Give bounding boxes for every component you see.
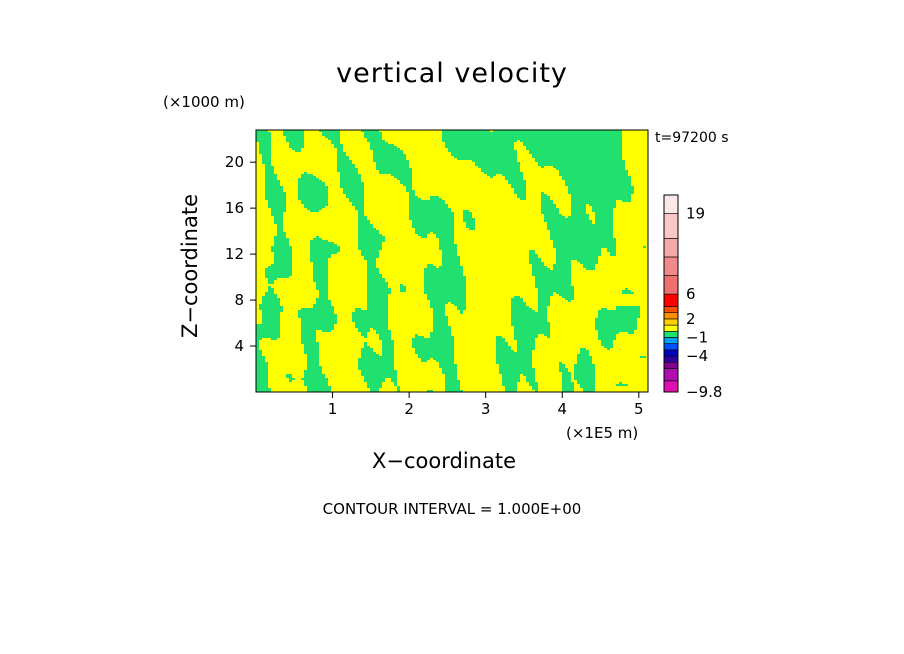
colorbar-level <box>663 355 679 363</box>
colorbar-level <box>663 293 679 307</box>
colorbar-label: −1 <box>686 328 708 346</box>
colorbar-level <box>663 306 679 314</box>
colorbar-level <box>663 312 679 320</box>
chart-title: vertical velocity <box>336 58 568 89</box>
x-axis-label: X−coordinate <box>372 449 516 473</box>
colorbar-label: 2 <box>686 310 696 328</box>
x-tick-label: 2 <box>404 400 414 418</box>
colorbar-label: 6 <box>686 285 696 303</box>
x-tick-label: 3 <box>481 400 491 418</box>
y-tick-label: 8 <box>234 291 244 309</box>
colorbar-level <box>663 361 679 369</box>
y-unit-label: (×1000 m) <box>163 93 245 111</box>
colorbar-label: −9.8 <box>686 383 722 401</box>
y-tick-label: 4 <box>234 337 244 355</box>
plot-frame <box>255 129 649 393</box>
colorbar-level <box>663 318 679 326</box>
x-tick-label: 4 <box>557 400 567 418</box>
colorbar-level <box>663 256 679 276</box>
colorbar-label: 19 <box>686 205 705 223</box>
colorbar-level <box>663 194 679 214</box>
velocity-field <box>256 130 646 392</box>
colorbar-level <box>663 324 679 332</box>
y-tick-label: 20 <box>225 153 244 171</box>
colorbar-label: −4 <box>686 347 708 365</box>
y-tick-label: 12 <box>225 245 244 263</box>
colorbar-level <box>663 343 679 351</box>
x-tick-label: 5 <box>634 400 644 418</box>
colorbar-level <box>663 337 679 344</box>
colorbar-level <box>663 213 679 239</box>
x-tick-label: 1 <box>328 400 338 418</box>
colorbar-level <box>663 380 679 393</box>
y-tick-label: 16 <box>225 199 244 217</box>
time-label: t=97200 s <box>655 130 729 146</box>
contour-interval-note: CONTOUR INTERVAL = 1.000E+00 <box>322 500 582 518</box>
colorbar-level <box>663 238 679 258</box>
x-unit-label: (×1E5 m) <box>566 424 639 442</box>
colorbar-frame <box>663 194 679 393</box>
colorbar-level <box>663 368 679 382</box>
colorbar-level <box>663 330 679 338</box>
colorbar-level <box>663 275 679 295</box>
colorbar-level <box>663 349 679 357</box>
